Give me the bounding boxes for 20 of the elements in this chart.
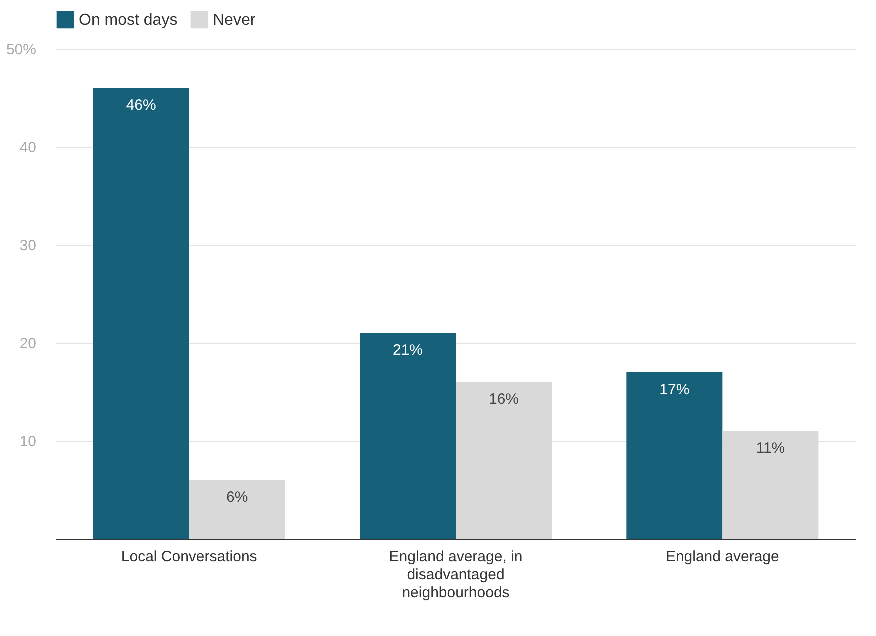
y-tick-label: 30: [20, 238, 36, 254]
data-label: 21%: [392, 342, 424, 360]
legend-label: Never: [213, 12, 256, 29]
x-tick-label: England average: [666, 548, 780, 566]
data-label: 16%: [488, 391, 520, 408]
x-tick-label: Local Conversations: [121, 548, 258, 566]
bar: [626, 372, 723, 539]
data-label: 17%: [660, 381, 690, 398]
bar: [189, 480, 286, 539]
data-label: 11%: [756, 440, 786, 458]
bar: [360, 333, 456, 539]
y-tick-label: 50%: [6, 42, 36, 58]
data-label: 6%: [226, 489, 248, 506]
y-tick-label: 20: [20, 336, 36, 352]
y-tick-label: 10: [20, 434, 36, 450]
data-label: 46%: [126, 97, 156, 114]
legend-label: On most days: [79, 12, 178, 29]
bar: [93, 88, 190, 539]
x-tick-label: England average, in disadvantaged neighbourhoods: [389, 548, 523, 602]
y-tick-label: 40: [20, 140, 36, 156]
